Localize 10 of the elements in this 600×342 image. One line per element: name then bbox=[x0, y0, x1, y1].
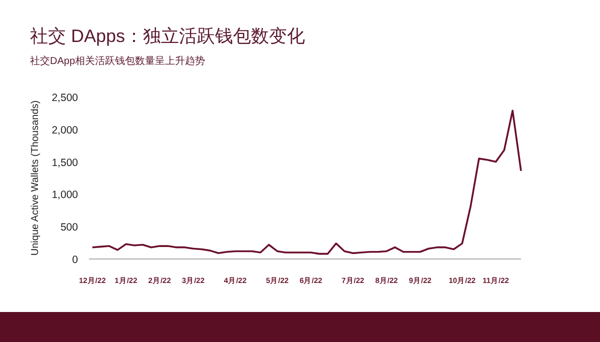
y-tick-label: 1,000 bbox=[52, 189, 78, 202]
y-tick-label: 2,000 bbox=[52, 124, 78, 136]
y-tick-label: 1,500 bbox=[52, 156, 78, 169]
line-series bbox=[91, 110, 522, 255]
y-axis-title: Unique Active Wallets (Thousands) bbox=[30, 100, 41, 256]
chart-subtitle: 社交DApp相关活跃钱包数量呈上升趋势 bbox=[30, 55, 206, 67]
y-tick-label: 500 bbox=[60, 222, 78, 234]
chart-title: 社交 DApps：独立活跃钱包数变化 bbox=[30, 26, 306, 46]
y-tick-label: 2,500 bbox=[52, 92, 78, 104]
y-tick-label: 0 bbox=[72, 254, 78, 266]
